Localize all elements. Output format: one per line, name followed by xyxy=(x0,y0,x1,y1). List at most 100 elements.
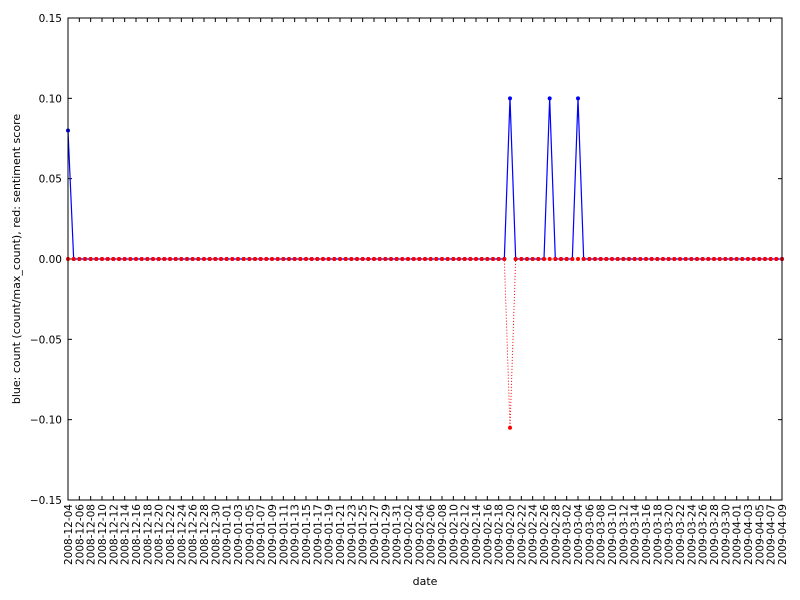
series-point xyxy=(717,257,722,261)
series-point xyxy=(610,257,614,261)
x-tick-label: 2008-12-26 xyxy=(188,504,200,565)
x-tick-label: 2009-03-12 xyxy=(618,504,630,565)
x-tick-label: 2009-04-01 xyxy=(732,504,744,565)
series-point xyxy=(553,257,558,261)
series-point xyxy=(145,257,150,261)
x-tick-label: 2009-03-18 xyxy=(652,504,664,565)
series-point xyxy=(117,257,121,261)
x-tick-label: 2008-12-04 xyxy=(63,504,75,565)
x-tick-label: 2009-02-20 xyxy=(505,504,517,565)
series-point xyxy=(729,257,733,261)
y-tick-label: 0.05 xyxy=(39,174,62,186)
series-point xyxy=(134,257,138,261)
series-point xyxy=(185,257,189,261)
series-line xyxy=(68,258,782,428)
series-point xyxy=(627,257,631,261)
series-point xyxy=(332,257,337,261)
series-point xyxy=(615,257,620,261)
series-point xyxy=(139,257,144,261)
x-tick-label: 2008-12-12 xyxy=(108,504,120,565)
x-tick-label: 2009-02-14 xyxy=(471,504,483,565)
series-point xyxy=(519,257,524,261)
x-axis-label: date xyxy=(413,575,438,588)
series-point xyxy=(468,257,473,261)
series-point xyxy=(287,257,291,261)
series-point xyxy=(598,257,603,261)
x-tick-label: 2008-12-22 xyxy=(165,504,177,565)
x-tick-label: 2008-12-24 xyxy=(176,504,188,565)
x-tick-label: 2009-01-05 xyxy=(244,504,256,565)
x-tick-label: 2009-03-04 xyxy=(573,504,585,565)
x-tick-label: 2008-12-18 xyxy=(142,504,154,565)
x-tick-label: 2008-12-10 xyxy=(97,504,109,565)
series-point xyxy=(508,425,512,430)
y-tick-label: −0.15 xyxy=(30,495,62,507)
x-tick-label: 2009-02-18 xyxy=(494,504,506,565)
x-tick-label: 2009-04-05 xyxy=(754,504,766,565)
series-point xyxy=(423,257,427,261)
series-point xyxy=(162,257,167,261)
series-point xyxy=(576,257,580,261)
x-tick-label: 2009-03-14 xyxy=(630,504,642,565)
series-point xyxy=(746,257,750,261)
x-tick-label: 2009-01-03 xyxy=(233,504,245,565)
x-tick-label: 2009-03-02 xyxy=(562,504,574,565)
series-point xyxy=(768,257,773,261)
series-point xyxy=(678,257,682,261)
series-point xyxy=(666,257,671,261)
series-point xyxy=(604,257,609,261)
x-axis-ticks: 2008-12-04 2008-12-06 2008-12-08 2008-12-10… xyxy=(63,18,789,565)
series-point xyxy=(525,257,529,261)
x-tick-label: 2009-01-01 xyxy=(222,504,234,565)
x-tick-label: 2009-02-04 xyxy=(414,504,426,565)
series-point xyxy=(83,257,87,261)
series-point xyxy=(706,257,711,261)
series-point xyxy=(723,257,728,261)
x-tick-label: 2008-12-06 xyxy=(74,504,86,565)
series-point xyxy=(587,257,592,261)
series-point xyxy=(321,257,325,261)
x-tick-label: 2008-12-16 xyxy=(131,504,143,565)
series-point xyxy=(355,257,359,261)
plot-area-frame xyxy=(67,17,783,501)
x-tick-label: 2009-04-03 xyxy=(743,504,755,565)
x-tick-label: 2009-01-31 xyxy=(392,504,404,565)
series-point xyxy=(462,257,467,261)
series-point xyxy=(411,257,416,261)
x-tick-label: 2009-01-21 xyxy=(335,504,347,565)
x-tick-label: 2009-02-22 xyxy=(516,504,528,565)
series-point xyxy=(479,257,484,261)
series-point xyxy=(326,257,331,261)
series-point xyxy=(360,257,365,261)
series-point xyxy=(173,257,178,261)
series-point xyxy=(763,257,767,261)
series-point xyxy=(292,257,297,261)
series-point xyxy=(502,257,507,261)
x-tick-label: 2009-02-02 xyxy=(403,504,415,565)
series-point xyxy=(428,257,433,261)
series-point xyxy=(774,257,779,261)
series-point xyxy=(542,257,546,261)
series-point xyxy=(304,257,308,261)
x-tick-label: 2009-02-12 xyxy=(460,504,472,565)
series-point xyxy=(258,257,263,261)
series-line xyxy=(67,98,782,260)
series-point xyxy=(564,257,569,261)
x-tick-label: 2009-03-22 xyxy=(675,504,687,565)
x-tick-label: 2009-01-11 xyxy=(278,504,290,565)
series-point xyxy=(593,257,597,261)
series-point xyxy=(179,257,184,261)
x-tick-label: 2009-04-07 xyxy=(766,504,778,565)
series-point xyxy=(168,257,172,261)
x-tick-label: 2009-02-06 xyxy=(426,504,438,565)
series-point xyxy=(71,257,76,261)
series-point xyxy=(485,257,490,261)
series-point xyxy=(632,257,637,261)
series-point xyxy=(683,257,688,261)
series-point xyxy=(655,257,660,261)
x-tick-label: 2009-01-19 xyxy=(324,504,336,565)
series-point xyxy=(105,257,110,261)
x-tick-label: 2009-01-13 xyxy=(290,504,302,565)
x-tick-label: 2008-12-28 xyxy=(199,504,211,565)
x-tick-label: 2009-02-08 xyxy=(437,504,449,565)
